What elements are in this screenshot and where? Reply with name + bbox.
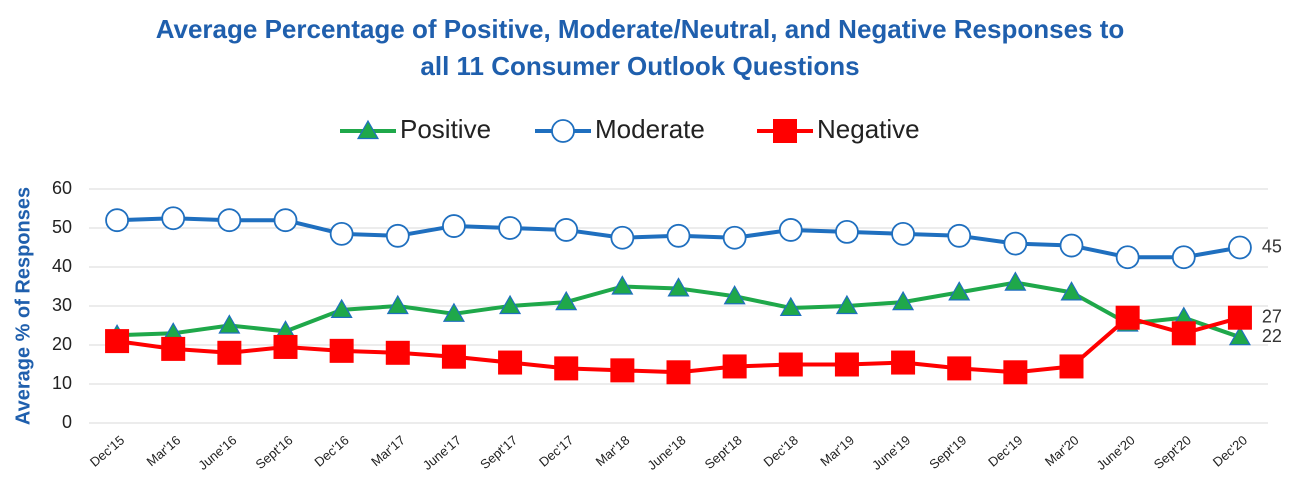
data-label: 45 bbox=[1262, 236, 1282, 256]
marker bbox=[1115, 305, 1140, 330]
x-tick-label: Mar'18 bbox=[593, 432, 633, 469]
marker bbox=[1060, 281, 1083, 301]
chart-title: Average Percentage of Positive, Moderate… bbox=[156, 14, 1125, 44]
marker bbox=[722, 354, 747, 379]
marker bbox=[779, 296, 802, 317]
data-label: 27 bbox=[1262, 306, 1282, 326]
marker bbox=[385, 340, 410, 365]
x-tick-label: Sept'18 bbox=[702, 432, 745, 472]
marker bbox=[499, 294, 522, 315]
legend-marker bbox=[356, 119, 380, 140]
x-tick-label: Sept'19 bbox=[926, 432, 969, 472]
marker bbox=[1003, 231, 1028, 256]
marker bbox=[948, 281, 971, 301]
legend-marker bbox=[773, 119, 797, 143]
marker bbox=[442, 302, 465, 322]
x-tick-label: Mar'16 bbox=[144, 432, 184, 469]
legend-label: Positive bbox=[400, 114, 491, 144]
marker bbox=[105, 208, 129, 233]
marker bbox=[835, 294, 858, 315]
marker bbox=[947, 223, 972, 248]
marker bbox=[947, 356, 972, 381]
marker bbox=[442, 214, 466, 238]
marker bbox=[1059, 354, 1084, 379]
y-tick-label: 30 bbox=[52, 295, 72, 315]
y-tick-label: 20 bbox=[52, 334, 72, 354]
x-tick-label: Sept'20 bbox=[1151, 432, 1194, 472]
marker bbox=[554, 356, 579, 381]
legend-label: Negative bbox=[817, 114, 920, 144]
y-axis-label: Average % of Responses bbox=[12, 187, 34, 425]
marker bbox=[891, 350, 916, 375]
marker bbox=[386, 294, 409, 315]
marker bbox=[498, 350, 523, 375]
marker bbox=[329, 338, 354, 363]
x-tick-label: June'18 bbox=[644, 432, 688, 473]
x-tick-label: June'17 bbox=[420, 432, 464, 473]
x-tick-label: June'20 bbox=[1094, 432, 1138, 473]
marker bbox=[1115, 245, 1140, 270]
marker bbox=[217, 340, 242, 365]
marker bbox=[498, 216, 522, 240]
marker bbox=[1059, 233, 1084, 258]
y-tick-label: 40 bbox=[52, 256, 72, 276]
marker bbox=[329, 221, 354, 246]
x-tick-label: Dec'18 bbox=[761, 432, 801, 469]
marker bbox=[723, 285, 746, 305]
y-tick-label: 60 bbox=[52, 178, 72, 198]
x-tick-label: June'16 bbox=[195, 432, 239, 473]
x-tick-label: Dec'17 bbox=[536, 432, 576, 469]
x-tick-label: Mar'19 bbox=[817, 432, 857, 469]
x-tick-label: Dec'20 bbox=[1210, 432, 1250, 469]
marker bbox=[611, 275, 634, 295]
marker bbox=[1228, 235, 1252, 260]
marker bbox=[1228, 325, 1251, 346]
y-tick-label: 50 bbox=[52, 217, 72, 237]
legend-label: Moderate bbox=[595, 114, 705, 144]
marker bbox=[555, 290, 578, 311]
marker bbox=[217, 208, 242, 233]
marker bbox=[610, 358, 635, 383]
x-tick-label: Dec'15 bbox=[87, 432, 127, 469]
x-tick-label: Mar'20 bbox=[1042, 432, 1082, 469]
marker bbox=[330, 298, 353, 318]
marker bbox=[1004, 271, 1027, 291]
marker bbox=[666, 223, 691, 248]
chart-title: all 11 Consumer Outlook Questions bbox=[420, 51, 859, 81]
y-tick-label: 10 bbox=[52, 373, 72, 393]
marker bbox=[891, 221, 915, 246]
marker bbox=[161, 336, 186, 361]
marker bbox=[161, 206, 186, 231]
data-label: 22 bbox=[1262, 326, 1282, 346]
x-tick-label: Dec'16 bbox=[311, 432, 351, 469]
marker bbox=[273, 334, 298, 359]
marker bbox=[554, 218, 579, 242]
marker bbox=[666, 360, 691, 385]
marker bbox=[778, 218, 803, 242]
x-tick-label: Sept'16 bbox=[253, 432, 296, 472]
x-tick-label: June'19 bbox=[869, 432, 913, 473]
marker bbox=[273, 208, 298, 233]
marker bbox=[218, 314, 241, 334]
marker bbox=[1171, 321, 1196, 346]
marker bbox=[1227, 305, 1252, 330]
marker bbox=[385, 223, 410, 248]
marker bbox=[610, 225, 635, 250]
marker bbox=[1171, 245, 1196, 270]
marker bbox=[1003, 360, 1028, 385]
x-tick-label: Sept'17 bbox=[477, 432, 520, 472]
marker bbox=[892, 290, 915, 311]
marker bbox=[667, 277, 690, 297]
x-tick-label: Mar'17 bbox=[368, 432, 408, 469]
marker bbox=[105, 329, 130, 354]
marker bbox=[834, 352, 859, 377]
marker bbox=[835, 219, 859, 244]
marker bbox=[722, 225, 747, 250]
x-tick-label: Dec'19 bbox=[985, 432, 1025, 469]
legend-marker bbox=[551, 119, 575, 143]
y-tick-label: 0 bbox=[62, 412, 72, 432]
marker bbox=[778, 352, 803, 377]
marker bbox=[441, 344, 466, 369]
